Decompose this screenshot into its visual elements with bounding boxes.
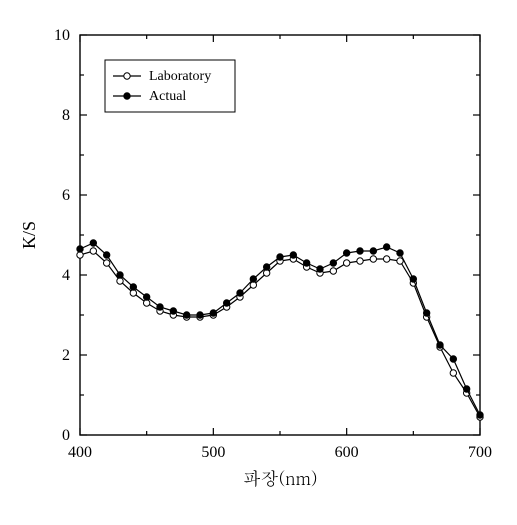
series-marker-actual bbox=[397, 250, 403, 256]
series-marker-actual bbox=[117, 272, 123, 278]
series-marker-actual bbox=[343, 250, 349, 256]
series-marker-actual bbox=[290, 252, 296, 258]
svg-text:6: 6 bbox=[62, 187, 70, 204]
series-marker-actual bbox=[77, 246, 83, 252]
legend-label: Laboratory bbox=[149, 69, 211, 84]
svg-text:0: 0 bbox=[62, 427, 70, 444]
series-marker-laboratory bbox=[343, 260, 349, 266]
series-marker-actual bbox=[437, 342, 443, 348]
series-marker-actual bbox=[143, 294, 149, 300]
svg-text:8: 8 bbox=[62, 107, 70, 124]
series-marker-actual bbox=[183, 312, 189, 318]
series-marker-laboratory bbox=[117, 278, 123, 284]
series-marker-laboratory bbox=[357, 258, 363, 264]
svg-text:2: 2 bbox=[62, 347, 70, 364]
series-marker-laboratory bbox=[450, 370, 456, 376]
series-marker-actual bbox=[477, 412, 483, 418]
series-marker-actual bbox=[383, 244, 389, 250]
series-marker-laboratory bbox=[103, 260, 109, 266]
series-marker-actual bbox=[450, 356, 456, 362]
series-marker-actual bbox=[157, 304, 163, 310]
series-marker-actual bbox=[263, 264, 269, 270]
series-marker-laboratory bbox=[77, 252, 83, 258]
series-marker-actual bbox=[423, 310, 429, 316]
series-marker-laboratory bbox=[263, 270, 269, 276]
series-marker-actual bbox=[237, 290, 243, 296]
series-marker-laboratory bbox=[370, 256, 376, 262]
series-marker-actual bbox=[357, 248, 363, 254]
legend-label: Actual bbox=[149, 89, 186, 104]
series-marker-laboratory bbox=[383, 256, 389, 262]
series-marker-actual bbox=[130, 284, 136, 290]
series-marker-actual bbox=[277, 254, 283, 260]
series-marker-actual bbox=[303, 260, 309, 266]
series-marker-laboratory bbox=[143, 300, 149, 306]
series-marker-actual bbox=[463, 386, 469, 392]
series-marker-actual bbox=[330, 260, 336, 266]
series-marker-actual bbox=[223, 300, 229, 306]
series-marker-actual bbox=[170, 308, 176, 314]
svg-text:400: 400 bbox=[68, 444, 92, 461]
series-marker-laboratory bbox=[397, 258, 403, 264]
chart-container: 400 500 600 700 0 2 4 6 8 10 파장(nm) K/S Laboratory Ac… bbox=[0, 0, 517, 525]
series-marker-actual bbox=[197, 312, 203, 318]
series-marker-laboratory bbox=[330, 268, 336, 274]
series-marker-actual bbox=[103, 252, 109, 258]
series-marker-actual bbox=[210, 310, 216, 316]
series-marker-actual bbox=[370, 248, 376, 254]
svg-text:600: 600 bbox=[335, 444, 359, 461]
line-chart: 400 500 600 700 0 2 4 6 8 10 파장(nm) K/S Laboratory Ac… bbox=[0, 0, 517, 525]
legend: Laboratory Actual bbox=[105, 60, 235, 112]
svg-text:4: 4 bbox=[62, 267, 70, 284]
y-axis-label: K/S bbox=[19, 221, 39, 249]
series-marker-laboratory bbox=[130, 290, 136, 296]
series-marker-actual bbox=[317, 266, 323, 272]
series-marker-laboratory bbox=[90, 248, 96, 254]
series-marker-actual bbox=[90, 240, 96, 246]
svg-text:700: 700 bbox=[468, 444, 492, 461]
svg-text:10: 10 bbox=[54, 27, 70, 44]
x-axis-label: 파장(nm) bbox=[242, 466, 317, 491]
svg-text:500: 500 bbox=[201, 444, 225, 461]
series-marker-actual bbox=[410, 276, 416, 282]
series-marker-laboratory bbox=[250, 282, 256, 288]
series-marker-actual bbox=[250, 276, 256, 282]
